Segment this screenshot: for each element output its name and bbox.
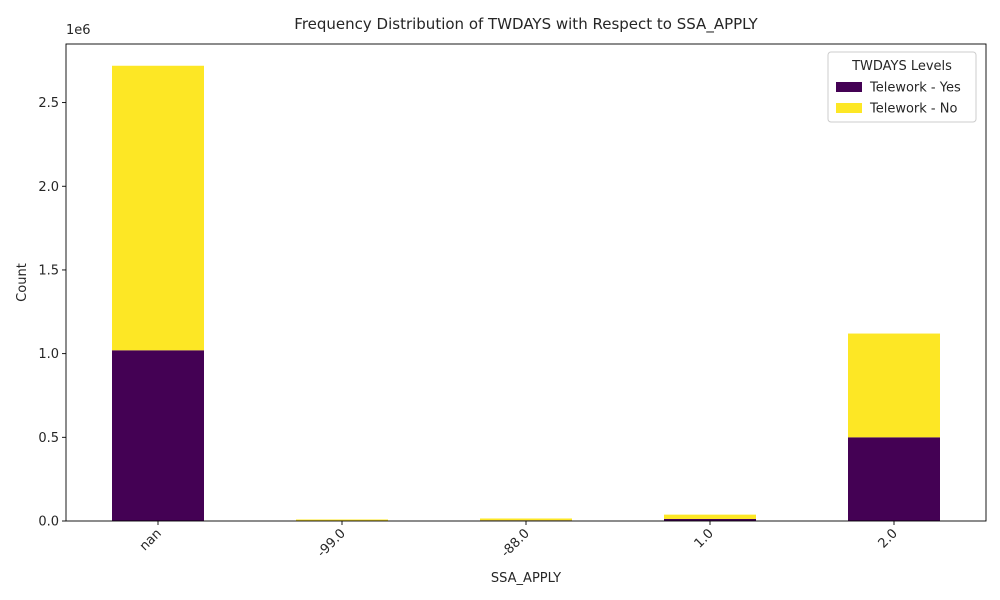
x-axis-label: SSA_APPLY	[491, 571, 561, 586]
legend-label-1: Telework - No	[869, 102, 957, 117]
bar-yes-4	[848, 437, 940, 521]
bar-no-1	[296, 519, 388, 521]
legend: TWDAYS Levels Telework - Yes Telework - No	[827, 51, 977, 123]
y-tick-label-1: 0.5	[38, 431, 59, 446]
x-tick-label-1: -99.0	[314, 526, 348, 560]
legend-box	[827, 51, 977, 123]
bar-no-0	[112, 65, 204, 351]
x-tick-label-0: nan	[137, 526, 165, 554]
legend-swatch-1	[836, 103, 862, 113]
legend-title: TWDAYS Levels	[851, 59, 952, 74]
legend-label-0: Telework - Yes	[869, 81, 961, 96]
y-offset-text: 1e6	[66, 23, 91, 38]
x-tick-label-3: 1.0	[692, 526, 717, 551]
y-axis-label: Count	[15, 263, 30, 302]
bar-no-4	[848, 333, 940, 438]
chart-title: Frequency Distribution of TWDAYS with Re…	[294, 15, 758, 34]
bar-no-2	[480, 518, 572, 521]
bar-yes-3	[664, 518, 756, 521]
y-tick-label-0: 0.0	[38, 515, 59, 530]
bar-no-3	[664, 514, 756, 519]
y-tick-label-2: 1.0	[38, 347, 59, 362]
y-tick-label-3: 1.5	[38, 263, 59, 278]
legend-swatch-0	[836, 82, 862, 92]
y-tick-label-4: 2.0	[38, 180, 59, 195]
y-tick-label-5: 2.5	[38, 96, 59, 111]
bar-yes-0	[112, 350, 204, 521]
bars-group	[112, 65, 940, 521]
x-tick-label-4: 2.0	[876, 526, 901, 551]
x-tick-label-2: -88.0	[498, 526, 532, 560]
